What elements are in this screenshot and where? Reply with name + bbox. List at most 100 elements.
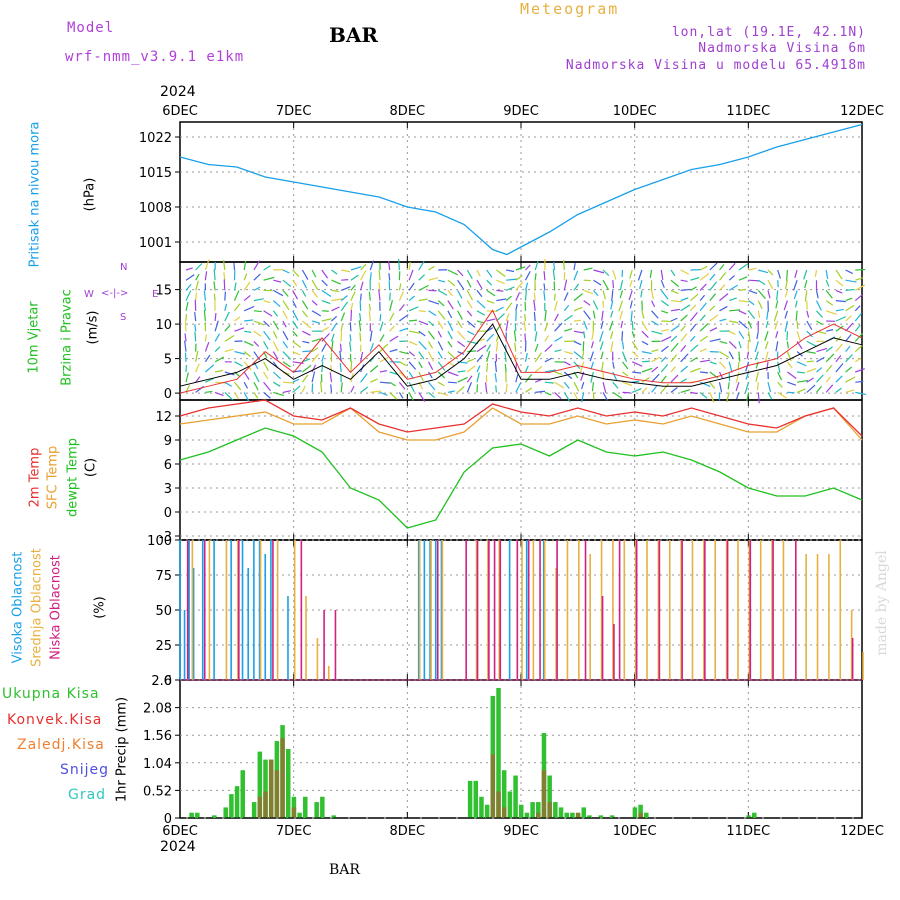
- wind-arrow: [368, 303, 371, 311]
- wind-arrow: [619, 290, 624, 299]
- wind-arrow: [610, 341, 614, 353]
- wind-arrow: [214, 312, 217, 322]
- wind-arrow: [204, 341, 210, 352]
- wind-arrow: [757, 300, 763, 310]
- wind-arrow: [331, 269, 338, 275]
- wind-arrow: [321, 289, 332, 297]
- wind-arrow: [486, 289, 496, 297]
- wind-arrow: [185, 283, 192, 291]
- wind-arrow: [350, 302, 354, 311]
- precip-bar: [229, 794, 234, 818]
- wind-arrow: [311, 338, 321, 342]
- wind-arrow: [804, 280, 808, 289]
- wind-arrow: [408, 262, 411, 271]
- wind-arrow: [330, 364, 333, 373]
- precip-bar: [587, 815, 592, 818]
- wind-arrow: [563, 392, 571, 403]
- wind-arrow: [544, 322, 549, 332]
- wind-arrow: [389, 299, 394, 311]
- wind-arrow: [282, 341, 289, 349]
- wind-arrow: [609, 331, 614, 340]
- legend-total-rain: Ukupna Kisa: [2, 686, 100, 702]
- wind-arrow: [709, 361, 717, 365]
- wind-arrow: [329, 372, 333, 383]
- wind-arrow: [349, 334, 352, 342]
- wind-arrow: [738, 310, 747, 315]
- wind-arrow: [651, 366, 659, 373]
- precip-bar: [501, 770, 507, 818]
- wind-arrow: [311, 279, 319, 290]
- model-elevation: Nadmorska Visina u modelu 65.4918m: [565, 58, 866, 73]
- wind-arrow: [845, 288, 855, 291]
- wind-arrow: [272, 310, 279, 317]
- wind-arrow: [680, 288, 691, 291]
- wind-arrow: [340, 312, 346, 322]
- wind-arrow: [243, 281, 251, 291]
- wind-arrow: [766, 361, 769, 371]
- wind-arrow: [213, 281, 216, 291]
- wind-arrow: [581, 382, 585, 390]
- wind-arrow: [680, 378, 688, 383]
- wind-arrow: [525, 373, 533, 383]
- wind-arrow: [427, 361, 434, 371]
- wind-arrow: [787, 371, 797, 379]
- wind-arrow: [292, 378, 300, 383]
- wind-arrow: [641, 376, 650, 383]
- precip-bar: [536, 812, 541, 818]
- wind-arrow: [378, 282, 381, 291]
- wind-arrow: [680, 279, 688, 283]
- wind-arrow: [835, 308, 844, 312]
- precip-bar: [467, 780, 473, 818]
- wind-arrow: [622, 381, 633, 387]
- precip-bar: [320, 796, 325, 818]
- wind-arrow: [272, 341, 279, 352]
- wind-arrow: [563, 381, 570, 389]
- wind-arrow: [534, 331, 538, 342]
- wind-arrow: [282, 269, 290, 274]
- wind-arrow: [583, 310, 591, 320]
- precip-bar: [263, 791, 268, 818]
- wind-arrow: [806, 320, 813, 330]
- wind-arrow: [263, 310, 273, 317]
- wind-arrow: [447, 320, 454, 332]
- wind-arrow: [184, 340, 187, 352]
- wind-arrow: [737, 361, 740, 370]
- wind-arrow: [428, 391, 436, 399]
- wind-arrow: [855, 277, 864, 281]
- wind-arrow: [757, 279, 766, 286]
- precip-bar: [632, 807, 638, 818]
- wind-arrow: [766, 310, 769, 320]
- wind-arrow: [263, 320, 270, 327]
- wind-arrow: [680, 365, 689, 373]
- y-tick-label: 2.6: [151, 674, 172, 689]
- wind-arrow: [825, 290, 833, 299]
- wind-arrow: [631, 388, 642, 393]
- y-tick-label: 6: [164, 458, 172, 473]
- wind-arrow: [602, 392, 608, 401]
- wind-arrow: [563, 371, 573, 380]
- wind-arrow: [631, 351, 639, 358]
- wind-arrow: [815, 300, 822, 311]
- wind-arrow: [447, 330, 453, 340]
- wind-arrow: [600, 320, 604, 329]
- wind-arrow: [204, 334, 208, 342]
- wind-arrow: [282, 361, 291, 368]
- precip-bar: [189, 812, 194, 818]
- wind-arrow: [709, 293, 717, 301]
- wind-arrow: [651, 310, 659, 319]
- wind-arrow: [428, 320, 434, 327]
- wind-arrow: [641, 340, 649, 346]
- wind-arrow: [263, 341, 269, 350]
- wind-arrow: [554, 391, 562, 400]
- wind-arrow: [835, 289, 843, 294]
- wind-arrow: [224, 334, 235, 342]
- wind-arrow: [523, 321, 527, 332]
- wind-arrow: [534, 352, 542, 363]
- date-tick-top: 8DEC: [390, 104, 426, 119]
- wind-arrow: [428, 330, 435, 340]
- wind-arrow: [744, 382, 750, 393]
- precip-bar: [490, 754, 496, 818]
- wind-arrow: [301, 374, 309, 383]
- wind-arrow: [660, 279, 665, 288]
- wind-arrow: [282, 310, 288, 320]
